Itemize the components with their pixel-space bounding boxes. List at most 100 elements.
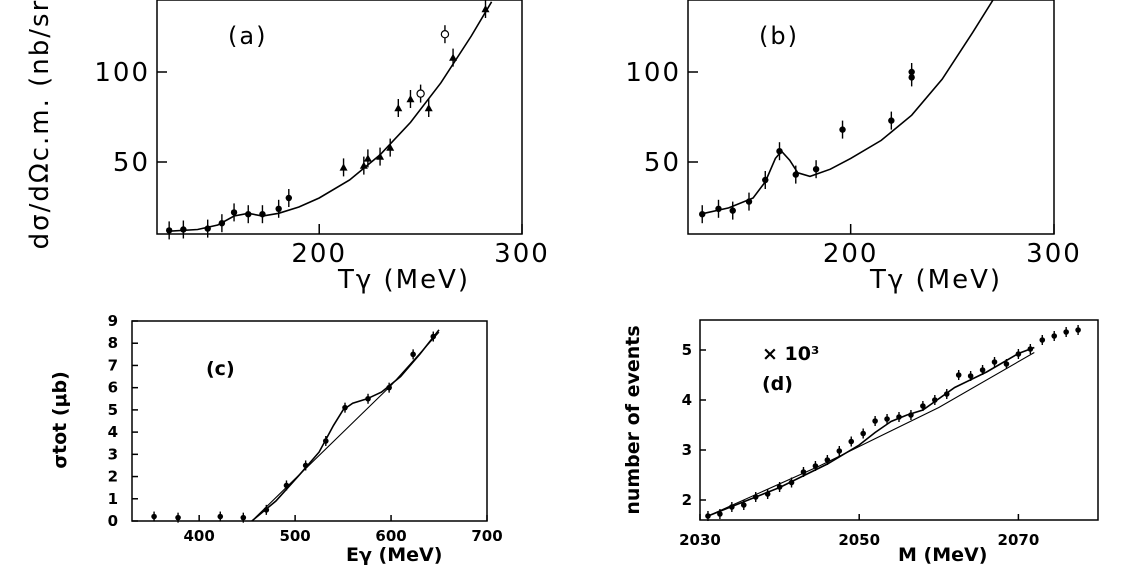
panel-b-xtick-label: 300: [1026, 239, 1082, 269]
panel-d-data-point: [824, 457, 831, 463]
panel-d-data-point: [836, 448, 843, 454]
panel-d-ytick-label: 3: [682, 441, 692, 459]
panel-a-data-point: [204, 225, 211, 232]
panel-d-ytick-label: 2: [682, 491, 692, 509]
panel-a-data-point: [230, 209, 238, 216]
panel-b-data-point: [792, 171, 799, 178]
panel-c-ytick-label: 8: [108, 334, 118, 352]
panel-c-data-point: [175, 514, 181, 521]
panel-b-data-point: [762, 176, 769, 184]
panel-b-data-point: [839, 126, 846, 133]
panel-b-frame: [687, 0, 1055, 235]
panel-d-ytick-label: 5: [682, 341, 692, 359]
panel-a-xtick-label: 200: [291, 239, 347, 269]
panel-c-data-point: [283, 482, 290, 489]
panel-d-data-point: [872, 418, 878, 424]
panel-d-data-point: [717, 511, 723, 517]
panel-a-data-point: [218, 220, 226, 227]
panel-b-data-point: [729, 207, 736, 214]
panel-d-fit-curve: [707, 352, 1035, 517]
panel-a-data-point: [359, 161, 368, 169]
panel-d-xtick-label: 2030: [679, 531, 721, 549]
panel-b-data-point: [776, 148, 783, 155]
panel-d-data-point: [884, 416, 890, 422]
panel-b-ytick-label: 50: [644, 148, 681, 178]
panel-d-data-point: [860, 430, 866, 437]
panel-c-data-point: [217, 513, 224, 520]
panel-b-data-point: [888, 117, 895, 124]
panel-b-data-point: [745, 198, 753, 205]
panel-a-xlabel: Tγ (MeV): [337, 265, 470, 295]
panel-c-data-point: [302, 462, 309, 469]
panel-a-ytick-label: 100: [94, 58, 150, 88]
panel-c-data-point: [386, 384, 392, 391]
panel-a-data-point: [416, 89, 425, 98]
panel-c-frame: [131, 320, 488, 522]
panel-d-data-point: [979, 367, 986, 373]
panel-c-label: (c): [206, 358, 235, 380]
panel-d-data-point: [764, 491, 771, 497]
panel-c-fit-curve: [251, 331, 440, 522]
panel-a-label: (a): [228, 22, 267, 50]
panel-c-ytick-label: 9: [108, 312, 118, 330]
panel-d-ylabel: number of events: [622, 325, 644, 514]
panel-d-data-point: [1063, 329, 1069, 335]
panel-c-data-point: [323, 438, 329, 444]
panel-a-data-point: [481, 5, 490, 13]
panel-d-data-point: [752, 494, 759, 500]
panel-d-data-point: [729, 504, 735, 510]
panel-b-data-point: [908, 68, 915, 76]
panel-c-ytick-label: 7: [108, 356, 118, 374]
panel-c-ytick-label: 2: [108, 468, 118, 486]
panel-a-data-point: [406, 95, 415, 103]
panel-b-data-point: [812, 166, 820, 173]
panel-d-frame: [699, 319, 1099, 521]
panel-d-data-point: [967, 373, 974, 379]
panel-c-data-point: [151, 513, 157, 520]
panel-d-ytick-label: 4: [682, 391, 692, 409]
panel-c-ytick-label: 5: [108, 401, 118, 419]
panel-a-data-point: [259, 211, 266, 218]
chart-marks: 200 300 50 100 200 300 50 100 400 500 600 700 0 1 2 3 4 5…: [94, 0, 1081, 549]
panel-c-data-point: [240, 514, 247, 521]
panel-c-ytick-label: 3: [108, 445, 118, 463]
panel-d-data-point: [1015, 351, 1022, 357]
panel-d-label: (d): [762, 373, 793, 395]
panel-c-data-point: [410, 351, 416, 358]
panel-b-label: (b): [759, 22, 799, 50]
panel-a-ylabel: dσ/dΩc.m. (nb/sr): [25, 0, 55, 249]
panel-d-data-point: [788, 479, 795, 486]
panel-a-data-point: [449, 53, 458, 61]
panel-c-xlabel: Eγ (MeV): [346, 544, 442, 566]
panel-d-data-point: [932, 397, 938, 403]
panel-a-data-point: [245, 211, 252, 218]
panel-d-fit-curve: [707, 346, 1035, 517]
panel-a-data-point: [376, 152, 385, 160]
panel-c-data-point: [263, 507, 270, 513]
panel-b-xtick-label: 200: [823, 239, 879, 269]
panel-c-data-point: [430, 333, 437, 340]
panel-c-ytick-label: 4: [108, 423, 118, 441]
panel-c-ytick-label: 1: [108, 490, 118, 508]
panel-a-frame: [156, 0, 523, 235]
panel-a-data-point: [440, 30, 450, 39]
panel-c-data-point: [365, 395, 371, 402]
panel-d-data-point: [1003, 361, 1010, 367]
panel-d-data-point: [943, 391, 950, 397]
panel-d-data-point: [908, 412, 914, 418]
panel-c-xtick-label: 500: [279, 527, 310, 545]
panel-a-data-point: [424, 104, 433, 112]
panel-d-data-point: [896, 414, 902, 420]
panel-a-data-point: [386, 143, 395, 151]
panel-a-data-point: [180, 226, 187, 233]
panel-a-ytick-label: 50: [113, 148, 150, 178]
panel-d-data-point: [1051, 333, 1058, 339]
panel-d-data-point: [1027, 346, 1034, 352]
panel-a-data-point: [339, 163, 348, 171]
panel-b-xlabel: Tγ (MeV): [869, 265, 1002, 295]
panel-a-data-point: [165, 227, 173, 234]
panel-c-data-point: [342, 404, 348, 411]
panel-d-data-point: [740, 502, 747, 508]
panel-d-data-point: [705, 513, 711, 519]
